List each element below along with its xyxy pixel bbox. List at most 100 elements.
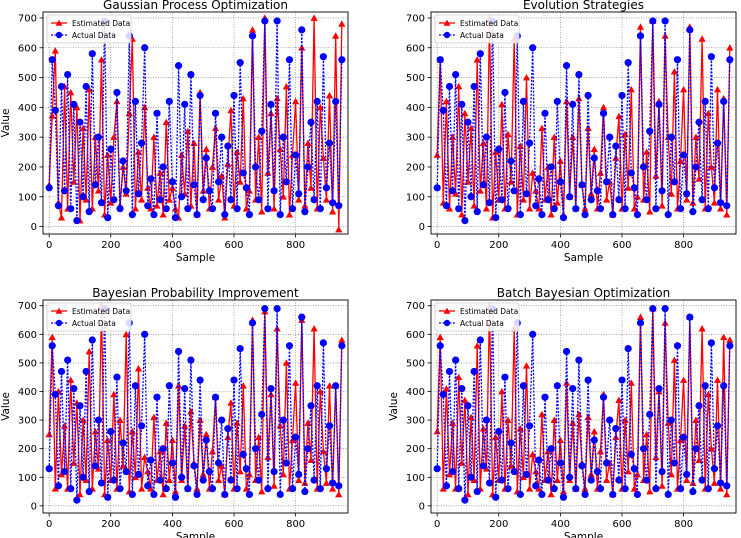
data-point-actual-data bbox=[147, 175, 155, 183]
y-tick-label: 0 bbox=[419, 222, 425, 233]
data-point-actual-data bbox=[285, 56, 294, 64]
data-point-estimated-data bbox=[646, 208, 654, 215]
data-point-actual-data bbox=[538, 490, 546, 499]
data-point-estimated-data bbox=[680, 85, 688, 93]
data-point-estimated-data bbox=[248, 26, 257, 33]
legend-marker-estimated-data bbox=[55, 19, 63, 26]
data-point-actual-data bbox=[279, 133, 287, 141]
data-point-estimated-data bbox=[692, 133, 700, 141]
data-point-estimated-data bbox=[529, 450, 537, 458]
data-point-actual-data bbox=[550, 485, 558, 493]
x-tick-label: 0 bbox=[434, 240, 440, 251]
data-point-actual-data bbox=[612, 425, 620, 433]
data-point-estimated-data bbox=[128, 427, 136, 435]
data-point-actual-data bbox=[562, 62, 571, 70]
legend-box bbox=[434, 14, 520, 44]
data-point-actual-data bbox=[720, 382, 728, 390]
data-point-actual-data bbox=[661, 304, 669, 313]
data-point-estimated-data bbox=[529, 169, 537, 176]
data-point-actual-data bbox=[630, 184, 638, 192]
data-point-estimated-data bbox=[698, 35, 706, 42]
legend-box bbox=[46, 302, 132, 332]
data-point-actual-data bbox=[338, 56, 346, 64]
data-point-actual-data bbox=[171, 214, 180, 222]
data-point-actual-data bbox=[141, 330, 149, 338]
data-point-actual-data bbox=[448, 467, 457, 476]
data-point-actual-data bbox=[707, 53, 715, 61]
data-point-estimated-data bbox=[202, 430, 210, 438]
data-point-estimated-data bbox=[470, 202, 478, 209]
data-point-estimated-data bbox=[448, 419, 457, 426]
legend: Estimated Data Actual Data bbox=[46, 14, 132, 44]
data-point-actual-data bbox=[559, 493, 568, 501]
data-point-actual-data bbox=[652, 205, 660, 213]
data-point-actual-data bbox=[686, 26, 694, 34]
data-point-actual-data bbox=[45, 184, 53, 192]
data-point-actual-data bbox=[689, 487, 697, 496]
data-point-actual-data bbox=[215, 178, 223, 186]
data-point-estimated-data bbox=[603, 476, 611, 484]
data-point-actual-data bbox=[131, 382, 140, 390]
data-point-actual-data bbox=[273, 304, 281, 313]
data-point-estimated-data bbox=[720, 333, 728, 341]
data-point-actual-data bbox=[190, 462, 198, 470]
x-tick-label: 400 bbox=[551, 240, 570, 251]
data-point-actual-data bbox=[310, 476, 318, 484]
data-point-actual-data bbox=[525, 422, 534, 430]
data-point-actual-data bbox=[196, 376, 204, 384]
data-point-estimated-data bbox=[538, 410, 546, 418]
data-point-actual-data bbox=[498, 196, 506, 204]
data-point-estimated-data bbox=[630, 485, 638, 492]
legend-label-actual-data: Actual Data bbox=[72, 319, 116, 328]
data-point-actual-data bbox=[522, 470, 531, 479]
data-point-actual-data bbox=[73, 496, 81, 504]
data-point-actual-data bbox=[433, 465, 441, 473]
data-point-actual-data bbox=[578, 462, 586, 470]
data-point-actual-data bbox=[178, 193, 186, 201]
data-point-estimated-data bbox=[683, 196, 691, 203]
data-point-actual-data bbox=[187, 356, 195, 364]
data-point-actual-data bbox=[165, 97, 173, 105]
y-tick-label: 100 bbox=[406, 473, 425, 484]
data-point-estimated-data bbox=[467, 413, 475, 421]
data-point-actual-data bbox=[248, 32, 257, 40]
data-point-actual-data bbox=[245, 490, 254, 499]
data-point-actual-data bbox=[473, 208, 481, 216]
data-point-actual-data bbox=[538, 211, 546, 219]
data-point-actual-data bbox=[193, 211, 201, 219]
data-point-estimated-data bbox=[584, 124, 592, 132]
data-point-actual-data bbox=[215, 459, 223, 467]
data-point-estimated-data bbox=[710, 199, 719, 206]
data-point-estimated-data bbox=[335, 490, 343, 498]
data-point-estimated-data bbox=[538, 124, 546, 132]
data-point-estimated-data bbox=[504, 130, 512, 138]
data-point-actual-data bbox=[273, 17, 281, 25]
data-point-actual-data bbox=[159, 163, 167, 171]
data-point-estimated-data bbox=[658, 482, 666, 489]
data-point-estimated-data bbox=[218, 172, 226, 179]
data-point-actual-data bbox=[131, 97, 140, 105]
data-point-estimated-data bbox=[562, 97, 571, 105]
data-point-actual-data bbox=[181, 385, 189, 393]
legend-marker-actual-data bbox=[443, 31, 451, 39]
data-point-actual-data bbox=[624, 345, 632, 353]
data-point-actual-data bbox=[332, 97, 340, 105]
data-point-actual-data bbox=[624, 59, 632, 67]
data-point-estimated-data bbox=[304, 139, 312, 146]
data-point-actual-data bbox=[476, 336, 484, 344]
data-point-actual-data bbox=[464, 402, 472, 410]
data-point-actual-data bbox=[525, 139, 534, 147]
data-point-actual-data bbox=[208, 205, 217, 213]
data-point-estimated-data bbox=[165, 476, 173, 484]
data-point-actual-data bbox=[495, 145, 503, 153]
legend-marker-actual-data bbox=[55, 31, 63, 39]
data-point-estimated-data bbox=[710, 479, 719, 486]
data-point-actual-data bbox=[264, 205, 272, 213]
data-point-estimated-data bbox=[322, 479, 331, 486]
data-point-actual-data bbox=[119, 157, 127, 165]
data-point-actual-data bbox=[492, 493, 500, 501]
data-point-actual-data bbox=[307, 118, 315, 126]
data-point-actual-data bbox=[673, 56, 682, 64]
data-point-actual-data bbox=[615, 196, 623, 204]
